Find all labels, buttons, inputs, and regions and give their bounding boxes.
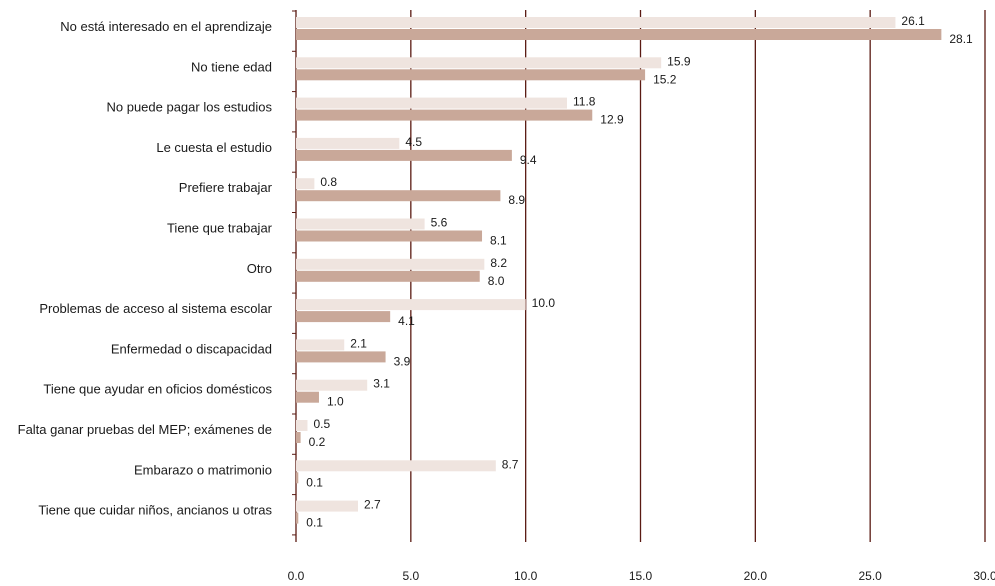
x-tick-label: 30.0 [973, 569, 995, 583]
bar-series-2 [296, 190, 501, 202]
category-label: No tiene edad [191, 59, 272, 74]
bar-series-1 [296, 339, 345, 351]
data-label: 15.9 [667, 54, 691, 68]
bar-series-2 [296, 29, 942, 40]
bar-series-1 [296, 97, 568, 109]
bar-series-1 [296, 420, 308, 431]
bar-series-2 [296, 270, 480, 282]
data-label: 3.1 [373, 377, 390, 391]
data-label: 8.7 [502, 457, 519, 471]
data-label: 8.0 [488, 274, 505, 288]
data-label: 26.1 [901, 14, 925, 28]
data-label: 0.2 [309, 435, 326, 449]
category-label: Tiene que trabajar [167, 221, 273, 236]
bar-series-1 [296, 500, 359, 512]
x-tick-label: 25.0 [858, 569, 882, 583]
bar-series-2 [296, 311, 391, 323]
data-label: 0.1 [306, 516, 323, 530]
bar-series-2 [296, 351, 386, 363]
bar-series-2 [296, 69, 646, 81]
data-label: 4.1 [398, 314, 415, 328]
bar-series-2 [296, 512, 299, 524]
bar-series-2 [296, 109, 593, 121]
category-label: No puede pagar los estudios [106, 100, 272, 115]
data-label: 12.9 [600, 113, 624, 127]
bar-series-2 [296, 149, 512, 161]
data-label: 8.2 [490, 256, 507, 270]
data-label: 11.8 [573, 95, 596, 109]
data-label: 28.1 [949, 32, 973, 46]
x-tick-label: 20.0 [744, 569, 768, 583]
category-label: Le cuesta el estudio [156, 140, 272, 155]
data-label: 1.0 [327, 395, 344, 409]
bar-series-1 [296, 460, 496, 472]
bar-series-1 [296, 178, 315, 190]
category-label: Enfermedad o discapacidad [111, 341, 272, 356]
data-label: 8.9 [508, 193, 525, 207]
bar-series-1 [296, 218, 425, 230]
category-label: Falta ganar pruebas del MEP; exámenes de [18, 422, 272, 437]
data-label: 15.2 [653, 72, 677, 86]
bar-series-2 [296, 391, 319, 403]
x-tick-label: 0.0 [288, 569, 305, 583]
axis-layer: 0.0 5.0 10.0 15.0 20.0 25.0 30.0 [288, 10, 995, 583]
bar-series-1 [296, 299, 526, 311]
data-label: 3.9 [394, 354, 411, 368]
bar-series-1 [296, 57, 662, 69]
data-label: 0.5 [313, 417, 330, 431]
bars-layer [296, 17, 942, 524]
data-label: 8.1 [490, 234, 507, 248]
bar-series-2 [296, 432, 301, 443]
category-label: Otro [247, 261, 272, 276]
data-label: 2.1 [350, 336, 367, 350]
category-label: Tiene que cuidar niños, ancianos u otras [38, 503, 272, 518]
category-label: Tiene que ayudar en oficios domésticos [43, 382, 272, 397]
data-label: 0.8 [320, 175, 337, 189]
data-label: 10.0 [532, 296, 556, 310]
labels-layer: No está interesado en el aprendizaje 26.1… [18, 14, 973, 530]
category-label: Embarazo o matrimonio [134, 462, 272, 477]
data-label: 0.1 [306, 475, 323, 489]
bar-series-1 [296, 17, 896, 28]
x-tick-label: 15.0 [629, 569, 653, 583]
bar-series-1 [296, 258, 485, 270]
data-label: 9.4 [520, 153, 537, 167]
bar-series-2 [296, 230, 483, 242]
bar-series-1 [296, 379, 368, 391]
category-label: Prefiere trabajar [179, 180, 273, 195]
x-tick-label: 5.0 [402, 569, 419, 583]
bar-series-2 [296, 472, 299, 484]
category-label: No está interesado en el aprendizaje [60, 19, 272, 34]
data-label: 5.6 [431, 216, 448, 230]
x-tick-label: 10.0 [514, 569, 538, 583]
data-label: 4.5 [405, 135, 422, 149]
data-label: 2.7 [364, 498, 381, 512]
category-label: Problemas de acceso al sistema escolar [39, 301, 272, 316]
bar-series-1 [296, 137, 400, 149]
